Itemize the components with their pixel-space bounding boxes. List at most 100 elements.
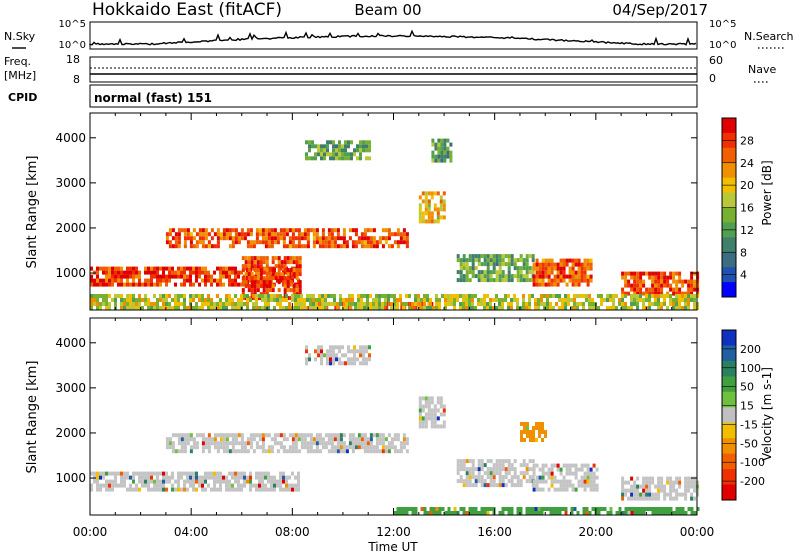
heatmap-cell [171,270,174,275]
heatmap-cell [660,271,664,276]
heatmap-cell [213,244,217,249]
heatmap-cell [126,471,129,476]
heatmap-cell [418,211,422,216]
heatmap-cell [612,302,615,306]
heatmap-cell [222,302,225,306]
heatmap-cell [271,288,275,293]
heatmap-cell [687,291,691,296]
heatmap-cell [225,236,229,241]
heatmap-cell [264,306,267,310]
heatmap-cell [186,236,190,241]
heatmap-cell [168,479,171,484]
heatmap-cell [228,232,232,237]
heatmap-cell [645,291,649,296]
heatmap-cell [430,424,434,429]
colorbar-swatch [722,162,736,179]
heatmap-cell [231,483,234,488]
heatmap-cell [522,274,526,279]
heatmap-cell [180,274,183,279]
heatmap-cell [114,483,117,488]
heatmap-cell [577,262,581,267]
heatmap-cell [186,479,189,484]
heatmap-cell [449,158,453,163]
heatmap-cell [442,203,446,208]
heatmap-cell [144,266,147,271]
heatmap-cell [633,507,637,511]
heatmap-cell [204,274,207,279]
heatmap-cell [323,156,326,161]
heatmap-cell [279,475,282,480]
heatmap-cell [441,507,445,511]
heatmap-cell [504,278,508,283]
heatmap-cell [378,294,381,298]
heatmap-cell [159,282,162,287]
heatmap-cell [192,445,196,450]
heatmap-cell [228,471,231,476]
heatmap-cell [612,298,615,302]
heatmap-cell [418,207,422,212]
heatmap-cell [439,424,443,429]
heatmap-cell [696,488,700,493]
heatmap-cell [434,154,438,159]
heatmap-cell [693,302,696,306]
heatmap-cell [588,302,591,306]
heatmap-cell [523,426,526,430]
heatmap-cell [318,240,322,245]
colorbar-tick-label: 8 [740,246,747,259]
heatmap-cell [117,278,120,283]
heatmap-cell [314,156,317,161]
heatmap-cell [402,302,405,306]
heatmap-cell [660,275,664,280]
heatmap-cell [672,306,675,310]
heatmap-cell [480,463,484,468]
heatmap-cell [252,294,255,298]
heatmap-cell [353,152,356,157]
heatmap-cell [630,476,634,481]
heatmap-cell [303,236,307,241]
heatmap-cell [696,480,700,485]
heatmap-cell [483,483,487,488]
heatmap-cell [282,244,286,249]
heatmap-cell [570,511,574,515]
heatmap-cell [621,275,625,280]
heatmap-cell [540,298,543,302]
heatmap-cell [420,306,423,310]
heatmap-cell [366,441,370,446]
noise-panel-frame [89,21,698,50]
heatmap-cell [201,232,205,237]
heatmap-cell [362,357,365,362]
heatmap-cell [168,240,172,245]
heatmap-cell [288,236,292,241]
heatmap-cell [216,479,219,484]
heatmap-cell [294,244,298,249]
heatmap-cell [559,262,563,267]
heatmap-cell [312,228,316,233]
heatmap-cell [663,488,667,493]
heatmap-cell [363,228,367,233]
heatmap-cell [228,449,232,454]
heatmap-cell [651,294,654,298]
heatmap-cell [183,240,187,245]
heatmap-cell [280,276,284,281]
heatmap-cell [678,480,682,485]
heatmap-cell [117,294,120,298]
heatmap-cell [180,441,184,446]
heatmap-cell [353,345,356,350]
heatmap-cell [541,487,545,492]
heatmap-cell [123,471,126,476]
heatmap-cell [414,294,417,298]
heatmap-cell [606,298,609,302]
heatmap-cell [405,441,409,446]
heatmap-cell [231,244,235,249]
heatmap-cell [442,420,446,425]
heatmap-cell [459,306,462,310]
heatmap-cell [285,298,288,302]
heatmap-cell [201,437,205,442]
heatmap-cell [285,437,289,442]
heatmap-cell [489,298,492,302]
heatmap-cell [535,483,539,488]
heatmap-cell [147,487,150,492]
heatmap-cell [678,507,682,511]
heatmap-cell [660,302,663,306]
